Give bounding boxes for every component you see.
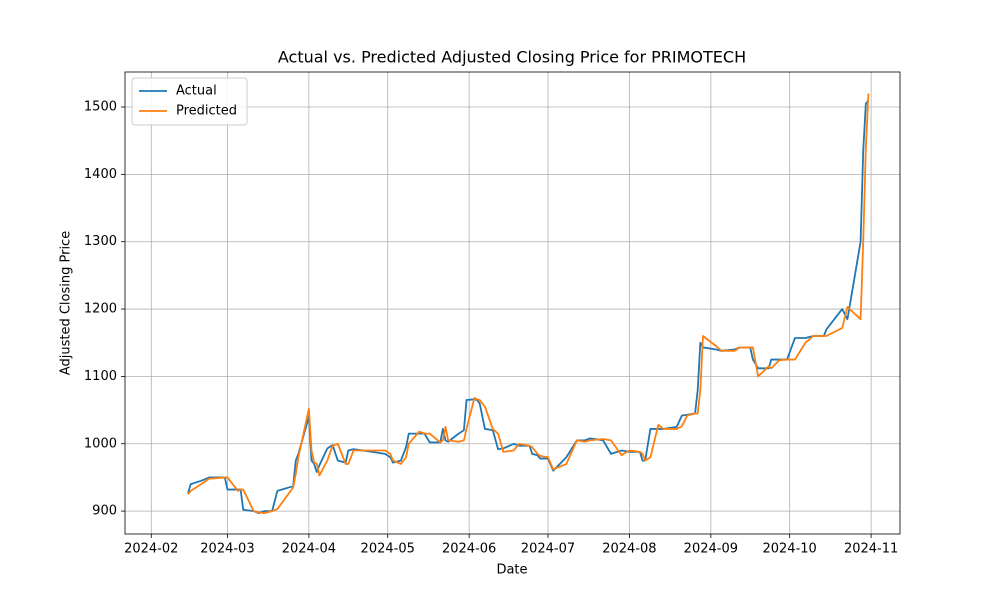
x-axis-label: Date (496, 563, 527, 578)
y-tick-label: 1000 (84, 436, 117, 451)
x-tick-label: 2024-02 (124, 542, 178, 557)
axes-frame (124, 71, 901, 535)
y-tick-label: 1300 (84, 234, 117, 249)
legend-label: Predicted (176, 104, 237, 119)
grid: 900 1000 1100 1200 1300 1400 1500 2024-02 2024-0… (84, 72, 900, 557)
plot-lines (187, 93, 870, 515)
y-tick-label: 900 (92, 504, 117, 519)
x-tick-label: 2024-05 (361, 542, 415, 557)
x-tick-label: 2024-10 (762, 542, 816, 557)
x-tick-label: 2024-09 (684, 542, 738, 557)
series-line (187, 99, 870, 515)
x-tick-label: 2024-04 (282, 542, 336, 557)
y-tick-label: 1400 (84, 167, 117, 182)
y-axis-label: Adjusted Closing Price (59, 231, 74, 375)
y-tick-label: 1100 (84, 369, 117, 384)
x-tick-label: 2024-11 (844, 542, 898, 557)
legend: Actual Predicted (131, 77, 248, 126)
x-tick-label: 2024-07 (521, 542, 575, 557)
y-tick-label: 1500 (84, 100, 117, 115)
x-tick-label: 2024-03 (200, 542, 254, 557)
x-tick-label: 2024-06 (442, 542, 496, 557)
chart-title: Actual vs. Predicted Adjusted Closing Pr… (278, 48, 746, 67)
series-line (187, 93, 870, 515)
legend-box (131, 77, 248, 126)
x-tick-label: 2024-08 (602, 542, 656, 557)
legend-label: Actual (176, 84, 217, 99)
y-tick-label: 1200 (84, 302, 117, 317)
